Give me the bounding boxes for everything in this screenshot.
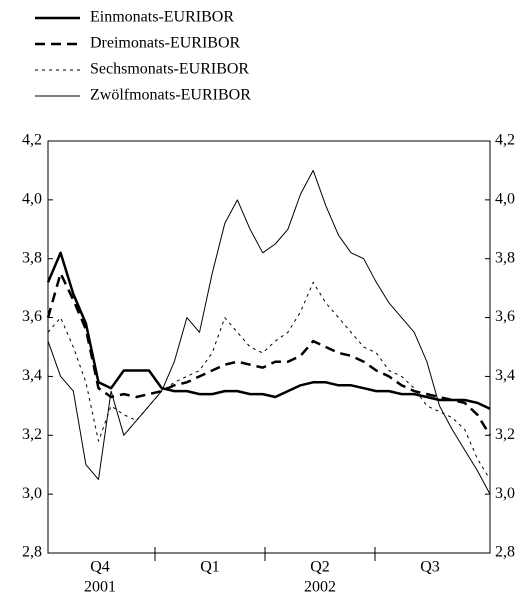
y2-tick-label: 3,2 [495,426,515,443]
y-tick-label: 3,2 [22,426,42,443]
y-tick-label: 4,0 [22,191,42,208]
y-tick-label: 3,0 [22,485,42,502]
y-tick-label: 2,8 [22,544,42,561]
legend-label: Einmonats-EURIBOR [90,9,234,26]
x-year-label: 2001 [84,579,116,596]
y2-tick-label: 3,0 [495,485,515,502]
y2-tick-label: 2,8 [495,544,515,561]
x-year-label: 2002 [304,579,336,596]
y2-tick-label: 4,0 [495,191,515,208]
series-line [47,281,491,480]
y-tick-label: 3,6 [22,308,42,325]
y2-tick-label: 3,6 [495,308,515,325]
plot-frame [47,140,491,554]
x-tick-label: Q4 [90,559,110,576]
x-tick-label: Q3 [420,559,440,576]
y2-tick-label: 3,8 [495,249,515,266]
x-tick-label: Q2 [310,559,330,576]
y2-tick-label: 3,4 [495,367,515,384]
y2-tick-label: 4,2 [495,132,515,149]
y-tick-label: 3,4 [22,367,42,384]
legend-label: Zwölfmonats-EURIBOR [90,87,251,104]
legend-label: Dreimonats-EURIBOR [90,35,241,52]
series-line [46,251,491,410]
series-line [47,169,491,495]
legend-label: Sechsmonats-EURIBOR [90,61,249,78]
y-tick-label: 4,2 [22,132,42,149]
x-tick-label: Q1 [200,559,220,576]
y-tick-label: 3,8 [22,249,42,266]
